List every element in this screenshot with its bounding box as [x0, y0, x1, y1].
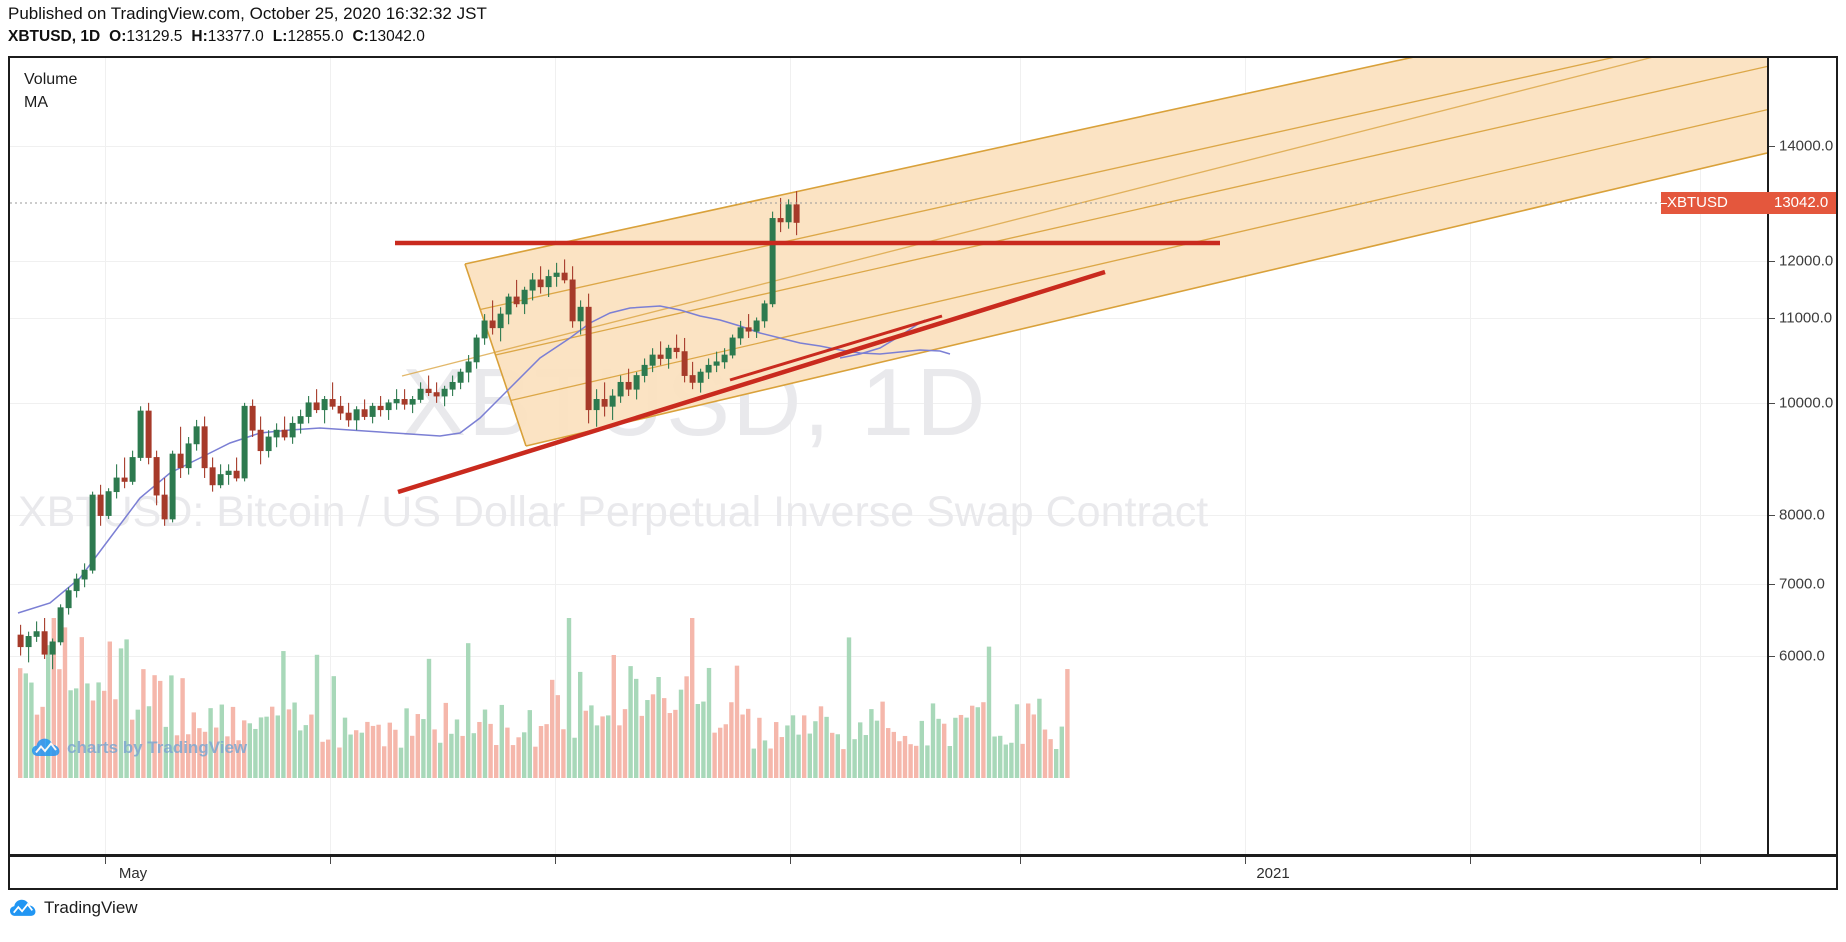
- open-label: O:: [109, 28, 126, 45]
- price-axis-label: 11000.0: [1779, 310, 1832, 327]
- price-series-svg: [10, 58, 1767, 854]
- andrews-pitchfork-overlay: [402, 58, 1767, 446]
- price-axis-tick: [1769, 584, 1775, 585]
- tradingview-cloud-icon: [32, 738, 60, 758]
- price-axis-tick: [1769, 318, 1775, 319]
- badge-price: 13042.0: [1774, 192, 1828, 214]
- price-axis-label: 10000.0: [1779, 395, 1833, 412]
- time-axis[interactable]: May 2021: [8, 856, 1838, 890]
- published-line: Published on TradingView.com, October 25…: [8, 4, 487, 24]
- time-axis-tick: [1020, 857, 1021, 864]
- time-axis-tick: [1700, 857, 1701, 864]
- time-axis-label: May: [119, 865, 147, 882]
- time-axis-tick: [790, 857, 791, 864]
- tradingview-watermark-label: charts by TradingView: [67, 738, 247, 758]
- indicator-legend[interactable]: Volume MA: [24, 68, 77, 114]
- price-axis-label: 6000.0: [1779, 648, 1825, 665]
- time-axis-tick: [105, 857, 106, 864]
- close-value: 13042.0: [369, 28, 425, 45]
- time-axis-tick: [555, 857, 556, 864]
- symbol-label: XBTUSD, 1D: [8, 28, 100, 45]
- footer-brand[interactable]: TradingView: [10, 898, 138, 918]
- time-axis-tick: [1245, 857, 1246, 864]
- time-axis-tick: [330, 857, 331, 864]
- price-plot-area[interactable]: XBTUSD, 1D XBTUSD: Bitcoin / US Dollar P…: [10, 58, 1767, 854]
- close-label: C:: [352, 28, 368, 45]
- price-axis-label: 7000.0: [1779, 576, 1825, 593]
- open-value: 13129.5: [126, 28, 182, 45]
- ohlc-line: XBTUSD, 1D O:13129.5 H:13377.0 L:12855.0 C:1…: [8, 28, 425, 46]
- badge-symbol: XBTUSD: [1667, 192, 1728, 214]
- price-axis-tick: [1769, 146, 1775, 147]
- tradingview-logo-icon: [10, 899, 36, 918]
- price-axis-tick: [1769, 515, 1775, 516]
- badge-tick-dash: [1659, 203, 1667, 204]
- chart-header: Published on TradingView.com, October 25…: [0, 0, 1846, 56]
- price-axis-tick: [1769, 656, 1775, 657]
- price-axis-label: 14000.0: [1779, 138, 1833, 155]
- high-label: H:: [191, 28, 207, 45]
- chart-frame[interactable]: XBTUSD, 1D XBTUSD: Bitcoin / US Dollar P…: [8, 56, 1838, 856]
- price-axis[interactable]: 14000.0 12000.0 11000.0 10000.0 8000.0 7000.0…: [1767, 58, 1836, 854]
- low-value: 12855.0: [287, 28, 343, 45]
- price-axis-label: 12000.0: [1779, 253, 1833, 270]
- high-value: 13377.0: [208, 28, 264, 45]
- last-price-badge[interactable]: XBTUSD 13042.0: [1661, 192, 1836, 214]
- price-axis-tick: [1769, 403, 1775, 404]
- footer-brand-label: TradingView: [44, 898, 138, 918]
- tradingview-inline-watermark: charts by TradingView: [32, 738, 247, 758]
- price-axis-tick: [1769, 261, 1775, 262]
- time-axis-tick: [1470, 857, 1471, 864]
- price-axis-label: 8000.0: [1779, 507, 1825, 524]
- time-axis-label: 2021: [1256, 865, 1289, 882]
- legend-item-ma[interactable]: MA: [24, 91, 77, 114]
- legend-item-volume[interactable]: Volume: [24, 68, 77, 91]
- low-label: L:: [273, 28, 288, 45]
